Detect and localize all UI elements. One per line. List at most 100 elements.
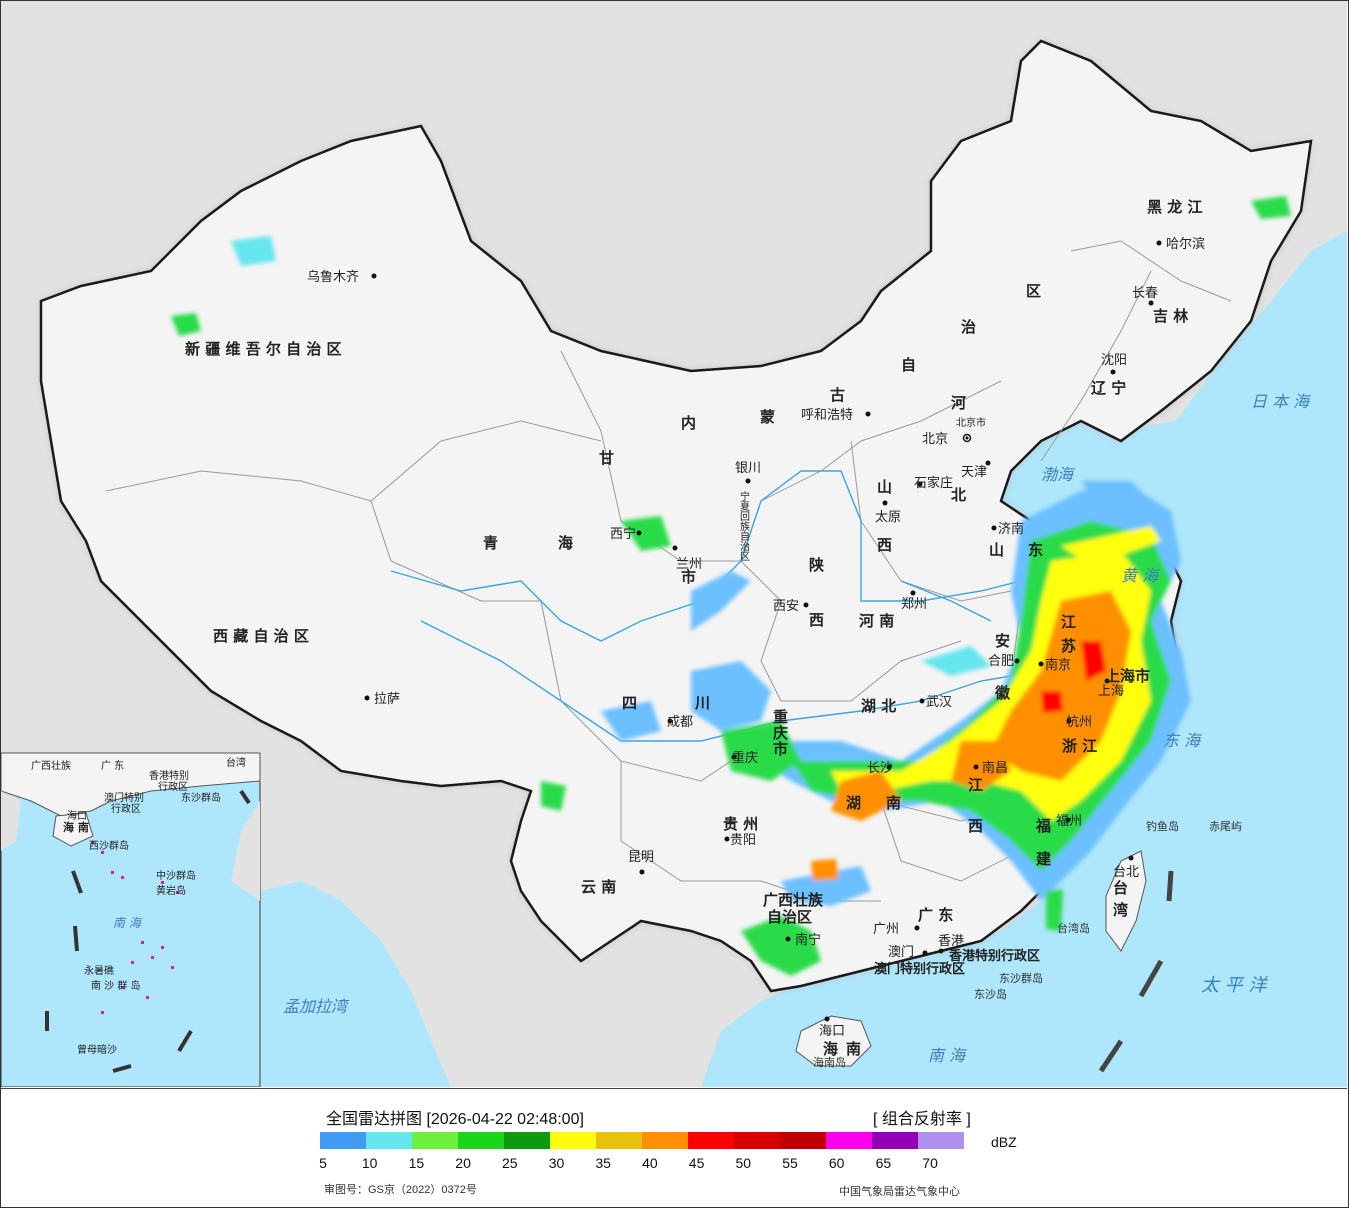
label-shanxi-1: 山 [877,478,892,496]
city-wuhan: 武汉 [926,695,952,710]
inset-hk2: 行政区 [158,780,188,793]
label-shandong-2: 东 [1028,541,1043,559]
label-chongqing-1: 重 [773,708,788,726]
sea-pacific: 太 平 洋 [1201,975,1268,996]
color-swatch [596,1132,642,1149]
color-swatch [320,1132,366,1149]
taiwan-island [1105,850,1147,952]
scale-tick-label: 15 [408,1155,425,1171]
color-scale-bar [320,1132,964,1149]
label-jiangsu-1: 江 [1061,613,1076,631]
label-taiwan-2: 湾 [1113,901,1128,919]
city-changsha: 长沙 [867,761,893,776]
city-shijiazhuang: 石家庄 [914,475,953,491]
label-neimenggu-3: 古 [830,386,845,404]
inset-guangxi: 广西壮族 [31,759,71,772]
city-urumqi: 乌鲁木齐 [307,269,359,285]
scale-tick-label: 5 [319,1155,327,1171]
city-kunming: 昆明 [628,850,654,865]
scale-tick-label: 30 [548,1155,565,1171]
city-hefei: 合肥 [988,654,1014,669]
label-guangxi-1: 广西壮族 [763,891,824,909]
label-jiangxi-2: 西 [968,817,983,835]
city-markers [364,240,1162,1022]
sea-donghai: 东 海 [1163,731,1202,750]
sea-huanghai: 黄 海 [1121,566,1160,585]
label-macao-sar: 澳门特别行政区 [874,961,965,977]
label-jiangxi-1: 江 [968,776,983,794]
label-jiangsu-2: 苏 [1061,637,1076,655]
scale-tick-label: 25 [502,1155,518,1171]
legend-product: [ 组合反射率 ] [873,1111,971,1128]
city-shanghai: 上海 [1098,684,1124,699]
city-haikou: 海口 [819,1024,845,1039]
city-xining: 西宁 [610,526,636,542]
city-harbin: 哈尔滨 [1166,236,1205,252]
inset-taiwan: 台湾 [226,756,246,769]
label-guangxi-2: 自治区 [767,908,812,926]
label-lanzhou-city: 市 [681,568,696,586]
ocean-bohai [1001,421,1081,481]
label-shaanxi-1: 陕 [809,556,824,574]
inset-yongshu: 永暑礁 [84,964,114,977]
inset-nanhai: 南 海 [113,916,143,930]
city-tianjin: 天津 [961,465,987,480]
city-labels: 乌鲁木齐 拉萨 西宁 兰州 银川 呼和浩特 北京 天津 石家庄 太原 西安 郑州… [307,236,1205,1039]
label-qinghai-2: 海 [558,534,573,552]
color-swatch [918,1132,964,1149]
ocean-east [701,231,1347,1087]
label-liaoning: 辽 宁 [1091,379,1126,397]
label-gansu-1: 甘 [599,449,614,467]
label-hebei-1: 河 [951,394,966,412]
label-ningxia: 宁夏回族自治区 [738,490,750,561]
radar-map[interactable]: 新 疆 维 吾 尔 自 治 区 西 藏 自 治 区 青 海 甘 市 内 蒙 古 … [1,1,1347,1087]
label-taiwan-1: 台 [1113,879,1128,897]
city-taipei: 台北 [1113,865,1139,880]
city-beijing: 北京 [922,432,948,447]
scale-tick-label: 35 [595,1155,611,1171]
inset-guangdong: 广 东 [101,759,124,772]
sea-labels: 渤海 黄 海 东 海 南 海 日 本 海 太 平 洋 孟加拉湾 [283,392,1311,1065]
data-source-credit: 中国气象局雷达气象中心 [839,1186,960,1198]
city-jinan: 济南 [998,521,1024,537]
inset-macao2: 行政区 [111,802,141,815]
scale-tick-label: 70 [922,1155,938,1171]
label-yunnan: 云 南 [581,878,616,896]
label-shaanxi-2: 西 [809,611,824,629]
hainan-island [795,1015,872,1067]
label-hunan-2: 南 [886,794,901,812]
city-guangzhou: 广州 [873,922,899,937]
island-dongsha: 东沙岛 [974,987,1007,1001]
island-diaoyu: 钓鱼岛 [1146,819,1179,833]
label-shanxi-2: 西 [877,536,892,554]
label-neimenggu-6: 区 [1026,282,1041,300]
sea-nanhai: 南 海 [928,1046,967,1065]
inset-dongsha: 东沙群岛 [181,791,221,804]
label-neimenggu-4: 自 [901,356,916,374]
scale-tick-label: 50 [735,1155,752,1171]
label-chongqing-3: 市 [773,740,788,758]
city-nanning: 南宁 [795,932,821,948]
label-hunan-1: 湖 [846,794,861,812]
color-swatch [550,1132,596,1149]
label-jilin: 吉 林 [1153,307,1189,325]
label-neimenggu-5: 治 [961,318,976,336]
label-hebei-2: 北 [951,486,966,504]
ocean-japan-sea [1231,301,1347,471]
island-chiwei: 赤尾屿 [1209,820,1242,833]
city-fuzhou: 福州 [1056,814,1082,829]
label-qinghai-1: 青 [483,534,498,552]
label-anhui-2: 徽 [994,684,1011,702]
city-zhengzhou: 郑州 [901,597,927,612]
label-hainan-1: 海 [823,1040,838,1058]
color-swatch [734,1132,780,1149]
inset-haikou: 海口 [67,809,87,822]
map-svg: 新 疆 维 吾 尔 自 治 区 西 藏 自 治 区 青 海 甘 市 内 蒙 古 … [1,1,1347,1087]
city-taiyuan: 太原 [875,510,901,525]
color-swatch [458,1132,504,1149]
city-yinchuan: 银川 [735,461,761,476]
label-sichuan-1: 四 [622,694,637,712]
label-hainan-2: 南 [846,1040,861,1058]
city-nanchang: 南昌 [982,760,1008,776]
color-swatch [780,1132,826,1149]
